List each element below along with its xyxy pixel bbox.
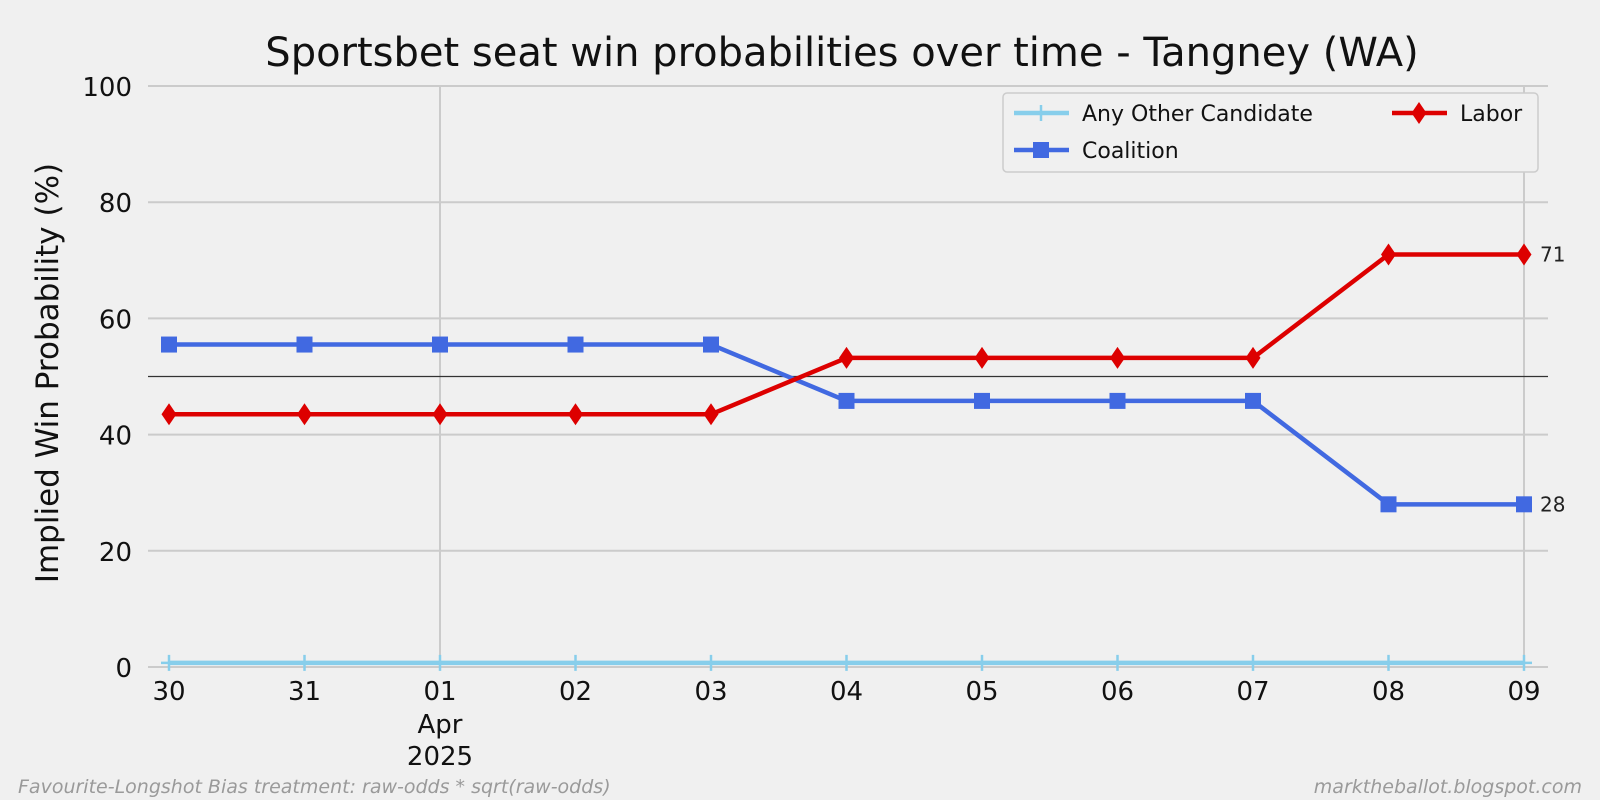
data-point-any-other-candidate — [296, 654, 313, 671]
x-tick-label: 03 — [694, 677, 727, 707]
x-tick-label: 05 — [965, 677, 998, 707]
x-tick-label: 31 — [288, 677, 321, 707]
y-tick-label: 100 — [82, 73, 132, 103]
data-point-coalition — [838, 392, 855, 409]
end-label-labor: 71 — [1540, 242, 1565, 266]
x-tick-label: 08 — [1372, 677, 1405, 707]
x-tick-label: 09 — [1507, 677, 1540, 707]
y-tick-label: 80 — [99, 189, 132, 219]
legend-marker-labor — [1411, 102, 1427, 124]
x-month-label: Apr — [418, 710, 463, 740]
data-point-coalition — [161, 336, 177, 353]
legend-marker-any-other-candidate — [1033, 105, 1049, 121]
data-point-labor — [1516, 243, 1532, 266]
data-point-coalition — [567, 336, 584, 353]
grid — [148, 85, 1548, 668]
x-tick-label: 04 — [830, 677, 863, 707]
footer-source: marktheballot.blogspot.com — [1313, 776, 1582, 798]
axes: 0 20 40 60 80 100 30 31 01 02 03 04 05 06 07 08 09 Apr202… — [82, 73, 1540, 772]
y-tick-label: 60 — [99, 305, 132, 335]
data-point-any-other-candidate — [567, 654, 584, 671]
x-tick-label: 30 — [152, 677, 185, 707]
data-point-coalition — [974, 392, 990, 409]
legend-label-labor: Labor — [1460, 102, 1523, 127]
data-point-coalition — [432, 336, 448, 353]
data-point-labor — [839, 346, 854, 369]
data-point-coalition — [1516, 496, 1532, 513]
data-point-coalition — [1245, 392, 1261, 409]
data-point-coalition — [1109, 392, 1126, 409]
legend-label-coalition: Coalition — [1082, 139, 1179, 164]
data-point-labor — [974, 346, 990, 369]
legend-marker-coalition — [1033, 142, 1049, 158]
data-point-labor — [1245, 346, 1261, 369]
data-point-labor — [432, 403, 448, 426]
data-point-any-other-candidate — [974, 654, 990, 671]
data-point-labor — [1381, 243, 1396, 266]
chart-title: Sportsbet seat win probabilities over ti… — [265, 30, 1418, 76]
data-point-any-other-candidate — [161, 654, 177, 671]
footer-note: Favourite-Longshot Bias treatment: raw-o… — [18, 776, 611, 798]
x-year-label: 2025 — [407, 742, 473, 772]
x-tick-label: 06 — [1101, 677, 1134, 707]
data-point-coalition — [1380, 496, 1397, 513]
data-point-coalition — [296, 336, 313, 353]
data-point-any-other-candidate — [1245, 654, 1261, 671]
data-point-labor — [297, 403, 312, 426]
data-point-any-other-candidate — [1109, 654, 1126, 671]
series-coalition: 28 — [161, 336, 1565, 516]
x-tick-label: 02 — [559, 677, 592, 707]
data-point-coalition — [703, 336, 719, 353]
x-tick-label: 01 — [423, 677, 456, 707]
data-point-labor — [703, 403, 719, 426]
data-point-any-other-candidate — [838, 654, 855, 671]
y-tick-label: 20 — [99, 538, 132, 568]
data-point-any-other-candidate — [1516, 654, 1532, 671]
x-tick-label: 07 — [1236, 677, 1269, 707]
data-point-labor — [1110, 346, 1125, 369]
y-tick-label: 40 — [99, 422, 132, 452]
data-point-labor — [568, 403, 583, 426]
data-point-any-other-candidate — [432, 654, 448, 671]
series-labor: 71 — [161, 242, 1565, 426]
series-layer: 28 71 — [161, 242, 1565, 671]
data-point-any-other-candidate — [703, 654, 719, 671]
data-point-any-other-candidate — [1380, 654, 1397, 671]
end-label-coalition: 28 — [1540, 492, 1565, 516]
series-any-other-candidate — [161, 654, 1532, 671]
data-point-labor — [161, 403, 177, 426]
series-line-labor — [169, 252, 1524, 417]
legend: Any Other Candidate Coalition Labor — [1002, 92, 1539, 173]
y-tick-label: 0 — [115, 654, 132, 684]
y-axis-label: Implied Win Probability (%) — [30, 163, 66, 583]
legend-label-any-other-candidate: Any Other Candidate — [1082, 102, 1313, 127]
